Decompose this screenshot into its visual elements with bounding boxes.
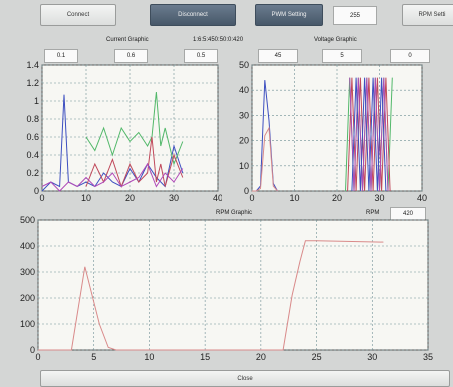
pwm-setting-button[interactable]: PWM Setting xyxy=(255,4,323,26)
x-tick-label: 20 xyxy=(332,193,342,203)
current-chart: 0 10 20 30 40 0 0.2 0.4 0.6 0.8 1 1.2 1.4 xyxy=(26,60,222,203)
y-tick-label: 100 xyxy=(20,319,35,329)
y-tick-label: 200 xyxy=(20,293,35,303)
x-tick-label: 40 xyxy=(417,193,427,203)
y-tick-label: 20 xyxy=(239,136,249,146)
current-value-3: 0.5 xyxy=(184,49,218,63)
y-tick-label: 0.8 xyxy=(26,114,39,124)
x-tick-label: 25 xyxy=(312,352,322,362)
y-tick-label: 1.2 xyxy=(26,78,39,88)
y-tick-label: 30 xyxy=(239,110,249,120)
voltage-chart: 0 10 20 30 40 0 10 20 30 40 50 xyxy=(239,60,427,203)
series-line-6 xyxy=(351,77,387,192)
y-tick-label: 50 xyxy=(239,60,249,70)
y-tick-label: 1 xyxy=(34,96,39,106)
plot-area xyxy=(251,64,423,192)
y-tick-label: 0.6 xyxy=(26,132,39,142)
voltage-graphic-title: Voltage Graphic xyxy=(314,37,357,43)
close-button[interactable]: Close xyxy=(40,370,450,387)
rpm-chart: 0 5 10 15 20 25 30 35 0 100 200 300 400 500 xyxy=(20,215,433,362)
series-line-5 xyxy=(349,77,389,192)
x-tick-label: 30 xyxy=(367,352,377,362)
x-tick-label: 10 xyxy=(144,352,154,362)
y-tick-label: 300 xyxy=(20,267,35,277)
x-tick-label: 20 xyxy=(256,352,266,362)
rpm-graphic-title: RPM Graphic xyxy=(216,210,253,216)
x-tick-label: 5 xyxy=(91,352,96,362)
x-tick-label: 0 xyxy=(35,352,40,362)
series-line-3 xyxy=(85,136,184,188)
x-tick-label: 0 xyxy=(249,193,254,203)
y-tick-label: 0 xyxy=(34,186,39,196)
x-tick-label: 30 xyxy=(169,193,179,203)
disconnect-button[interactable]: Disconnect xyxy=(150,4,236,26)
x-tick-label: 10 xyxy=(289,193,299,203)
y-tick-label: 1.4 xyxy=(26,60,39,70)
current-value-2: 0.6 xyxy=(114,49,148,63)
series-line-2 xyxy=(85,91,184,166)
pwm-value-field[interactable]: 255 xyxy=(333,6,377,25)
series-line-2 xyxy=(252,126,278,192)
plot-area xyxy=(37,219,429,351)
rpm-label: RPM xyxy=(366,210,380,216)
x-tick-label: 30 xyxy=(374,193,384,203)
y-tick-label: 10 xyxy=(239,161,249,171)
current-value-1: 0.1 xyxy=(44,49,78,63)
x-tick-label: 0 xyxy=(39,193,44,203)
rpm-setting-button[interactable]: RPM Setti xyxy=(402,4,453,26)
y-tick-label: 400 xyxy=(20,241,35,251)
connect-button[interactable]: Connect xyxy=(40,4,116,26)
y-tick-label: 500 xyxy=(20,215,35,225)
series-line-4 xyxy=(41,162,184,192)
series-line-1 xyxy=(38,240,384,351)
current-graphic-title: Current Graphic xyxy=(106,37,149,43)
x-tick-label: 15 xyxy=(200,352,210,362)
voltage-value-1: 45 xyxy=(258,49,298,63)
y-tick-label: 0 xyxy=(30,345,35,355)
voltage-value-2: 5 xyxy=(322,49,362,63)
x-tick-label: 40 xyxy=(213,193,222,203)
y-tick-label: 0 xyxy=(244,186,249,196)
x-tick-label: 20 xyxy=(125,193,135,203)
y-tick-label: 0.4 xyxy=(26,150,39,160)
series-line-4 xyxy=(347,77,391,192)
x-tick-label: 35 xyxy=(423,352,433,362)
x-tick-label: 10 xyxy=(81,193,91,203)
ratio-readout: 1:6:5:450:50:0:420 xyxy=(193,37,244,43)
y-tick-label: 0.2 xyxy=(26,168,39,178)
y-tick-label: 40 xyxy=(239,85,249,95)
voltage-value-3: 0 xyxy=(390,49,430,63)
